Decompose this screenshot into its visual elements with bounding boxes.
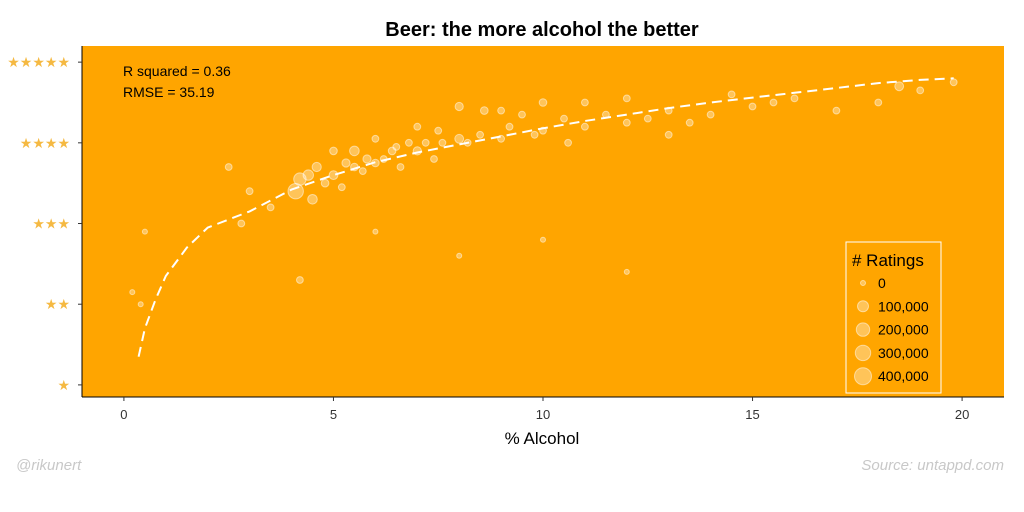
data-point — [372, 228, 379, 235]
data-point — [392, 143, 401, 151]
y-tick-label: ★★ — [45, 297, 70, 313]
data-point — [413, 122, 422, 131]
data-point — [296, 276, 304, 284]
data-point — [622, 118, 631, 127]
y-tick-label: ★★★★★ — [7, 55, 70, 71]
data-point — [790, 94, 799, 103]
data-point — [540, 236, 546, 243]
data-point — [949, 78, 958, 87]
author-credit: @rikunert — [16, 457, 82, 474]
legend-symbol — [857, 300, 869, 313]
plot-panel — [82, 46, 1004, 397]
data-point — [430, 155, 438, 163]
data-point — [874, 98, 883, 107]
data-point — [237, 219, 246, 228]
data-point — [434, 126, 443, 135]
x-tick-label: 0 — [120, 407, 127, 422]
data-point — [664, 130, 673, 139]
data-point — [564, 138, 572, 147]
data-point — [329, 146, 338, 156]
data-point — [581, 122, 589, 131]
x-tick-label: 5 — [330, 407, 337, 422]
size-legend: # Ratings 0 100,000 200,000 300,000 400,000 — [845, 241, 942, 394]
data-point — [530, 130, 539, 139]
legend-label: 400,000 — [878, 368, 929, 384]
data-point — [685, 118, 694, 127]
data-point — [129, 289, 136, 296]
data-point — [916, 86, 925, 95]
data-point — [307, 194, 318, 205]
data-point — [137, 301, 144, 308]
data-point — [371, 134, 380, 143]
data-point — [505, 122, 514, 131]
data-point — [706, 110, 715, 119]
data-point — [358, 167, 367, 176]
legend-symbol — [854, 367, 872, 386]
data-point — [727, 90, 736, 99]
data-point — [224, 163, 233, 171]
data-point — [328, 170, 339, 181]
rmse-annotation: RMSE = 35.19 — [123, 84, 215, 100]
x-axis-title: % Alcohol — [505, 429, 580, 448]
data-point — [454, 101, 464, 112]
legend-label: 200,000 — [878, 322, 929, 338]
legend-label: 300,000 — [878, 345, 929, 361]
y-tick-label: ★★★★ — [20, 136, 70, 152]
x-tick-label: 15 — [745, 407, 759, 422]
trend-line — [137, 77, 954, 357]
data-point — [560, 114, 568, 123]
x-ticks: 0 5 10 15 20 — [120, 397, 969, 422]
data-point — [349, 145, 360, 157]
legend-symbol — [860, 280, 866, 286]
source-credit: Source: untappd.com — [861, 457, 1004, 474]
legend-frame — [845, 241, 942, 394]
data-point — [421, 138, 430, 147]
legend-symbol — [854, 344, 872, 362]
data-point — [396, 163, 405, 171]
chart-title: Beer: the more alcohol the better — [385, 19, 699, 41]
points-layer — [129, 78, 958, 308]
r-squared-annotation: R squared = 0.36 — [123, 63, 231, 79]
data-point — [405, 138, 413, 147]
data-point — [538, 98, 548, 107]
data-point — [302, 169, 314, 181]
data-point — [311, 161, 322, 173]
data-point — [456, 252, 463, 259]
x-tick-label: 10 — [536, 407, 550, 422]
data-point — [748, 102, 757, 111]
legend-entries: 0 100,000 200,000 300,000 400,000 — [854, 275, 929, 386]
data-point — [320, 178, 330, 188]
data-point — [337, 183, 346, 192]
legend-symbol — [855, 322, 871, 337]
data-point — [581, 98, 589, 107]
legend-label: 100,000 — [878, 298, 929, 314]
y-tick-label: ★★★ — [32, 217, 70, 233]
data-point — [141, 228, 148, 235]
data-point — [832, 106, 841, 115]
data-point — [438, 138, 447, 147]
data-point — [622, 94, 631, 103]
data-point — [497, 106, 506, 115]
data-point — [266, 203, 275, 212]
data-point — [623, 268, 630, 275]
data-point — [480, 106, 489, 115]
data-point — [643, 114, 652, 123]
data-point — [476, 130, 485, 139]
y-ticks: ★★★★★★★★★★★★★★★ — [7, 55, 82, 394]
x-tick-label: 20 — [955, 407, 969, 422]
legend-title: # Ratings — [852, 251, 924, 270]
data-point — [245, 187, 254, 196]
legend-label: 0 — [878, 275, 886, 291]
data-point — [518, 110, 526, 119]
data-point — [769, 98, 778, 107]
y-tick-label: ★ — [57, 378, 70, 394]
data-point — [894, 81, 905, 92]
data-point — [341, 158, 351, 168]
data-point — [362, 154, 372, 164]
data-point — [454, 133, 465, 144]
